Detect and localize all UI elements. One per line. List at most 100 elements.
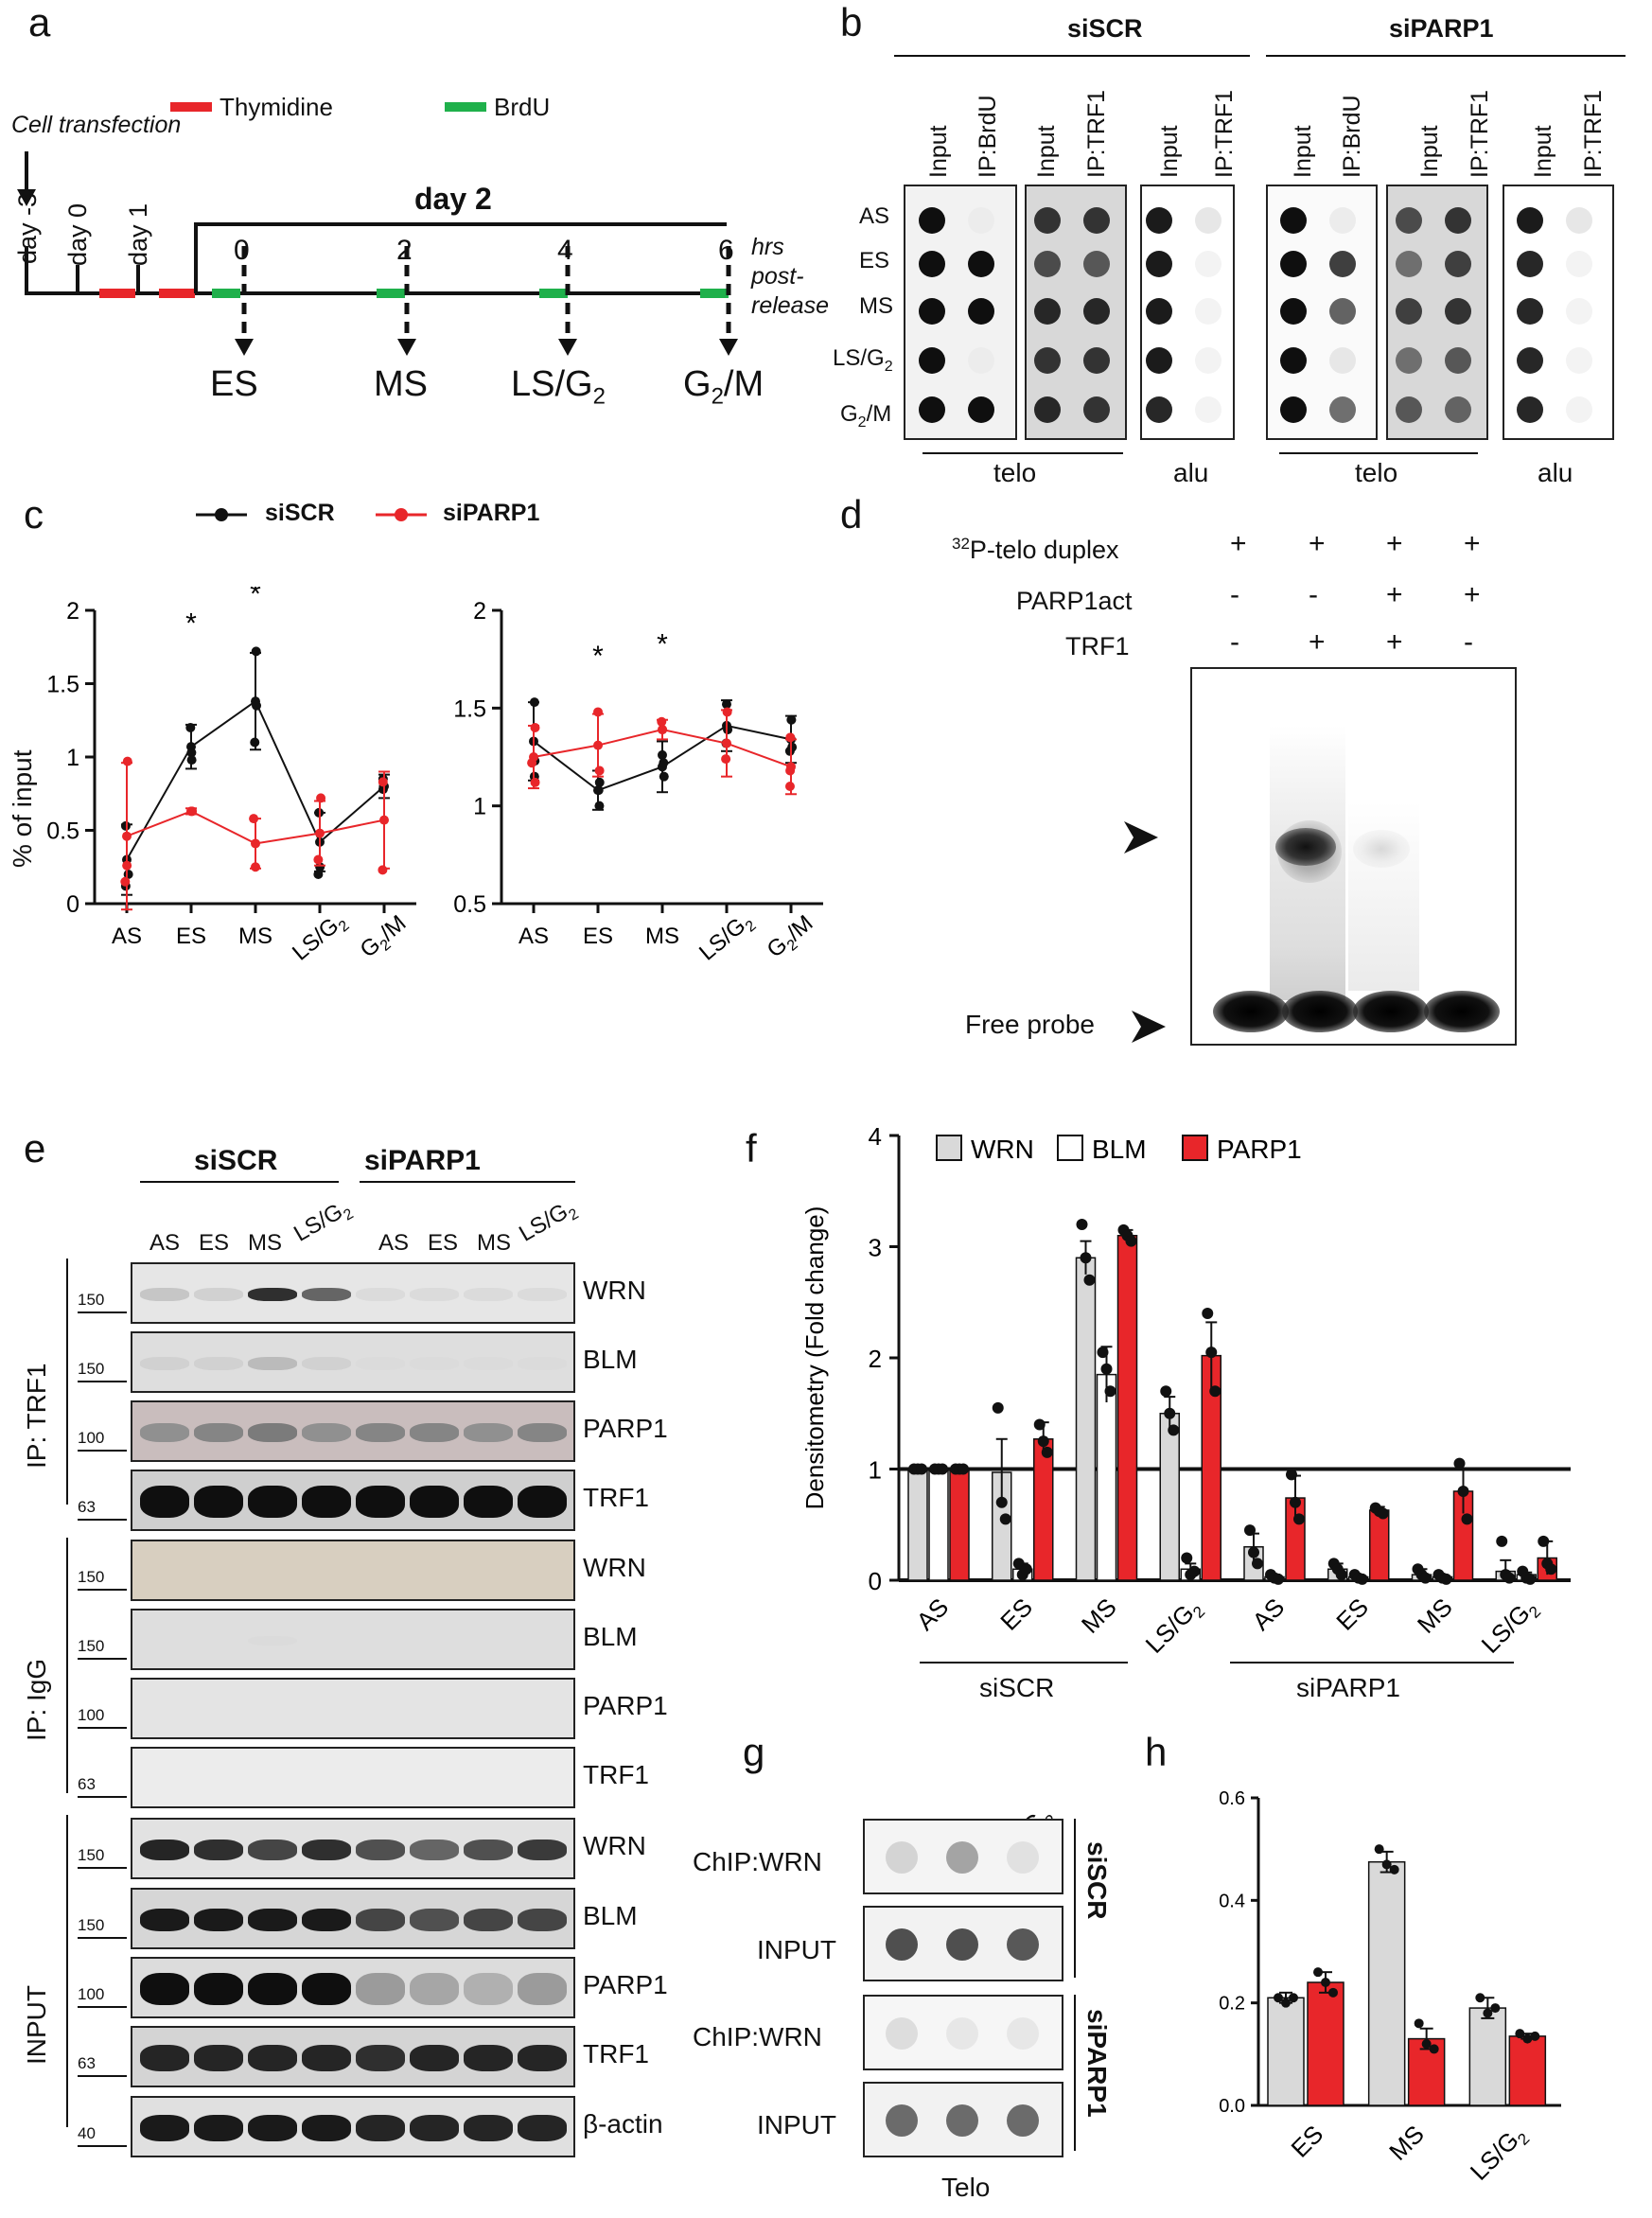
e-protein-label: WRN: [583, 1831, 646, 1861]
e-marker-label: 150: [78, 1637, 104, 1656]
g-dot-blot-box: [863, 1906, 1063, 1981]
b-dot: [1396, 298, 1422, 325]
d-free-probe-2: [1282, 991, 1358, 1032]
replicate-point: [531, 778, 540, 787]
x-tick-label: G2/M: [356, 910, 413, 965]
b-dot: [1566, 396, 1592, 423]
e-group-siscr: siSCR: [194, 1145, 277, 1177]
chart-f: 01234Densitometry (Fold change)AS ES MS LS/…: [795, 1117, 1646, 1722]
b-dot: [968, 347, 994, 374]
c-legend-siscr: siSCR: [265, 500, 335, 527]
replicate-point: [595, 766, 605, 775]
replicate-point: [1181, 1553, 1192, 1564]
e-marker-label: 100: [78, 1706, 104, 1725]
replicate-point: [185, 723, 195, 732]
b-dot: [1195, 298, 1221, 325]
b-telo-label-1: telo: [993, 458, 1036, 488]
replicate-point: [1273, 1574, 1284, 1585]
replicate-point: [1378, 1508, 1389, 1520]
bar-PARP1: [1118, 1236, 1137, 1580]
b-dot: [1329, 251, 1356, 277]
e-marker-label: 63: [78, 2054, 96, 2073]
e-band: [194, 1909, 243, 1931]
replicate-point: [785, 747, 795, 756]
b-dot: [1517, 251, 1543, 277]
e-protein-label: BLM: [583, 1901, 638, 1931]
g-dot: [886, 1928, 918, 1961]
brdu-block-0: [212, 289, 240, 298]
x-tick-label: MS: [1383, 2120, 1430, 2166]
b-col-header: Input: [925, 125, 953, 178]
b-dot: [1034, 207, 1061, 234]
g-dot: [886, 2104, 918, 2137]
e-siscr-line: [140, 1181, 339, 1183]
e-band: [410, 1423, 459, 1442]
data-point-siPARP1: [122, 832, 132, 841]
replicate-point: [1164, 1408, 1175, 1419]
g-dot: [946, 2104, 978, 2137]
significance-star: *: [185, 607, 197, 639]
e-band: [140, 2115, 189, 2141]
b-dot: [1195, 251, 1221, 277]
e-blot-strip: [131, 1747, 575, 1808]
e-band: [302, 1288, 351, 1301]
b-row-g2m: G2/M: [840, 401, 891, 431]
f-siparp1-line: [1230, 1662, 1514, 1664]
y-tick-label: 0.0: [1219, 2096, 1245, 2117]
e-protein-label: BLM: [583, 1622, 638, 1652]
significance-star: *: [592, 641, 604, 672]
replicate-point: [658, 725, 667, 734]
c-legend-siparp1: siPARP1: [443, 500, 539, 527]
y-tick-label: 0: [66, 891, 79, 918]
e-blot-strip: [131, 1678, 575, 1739]
b-dot: [1396, 251, 1422, 277]
x-tick-label: ES: [583, 924, 613, 949]
e-marker-label: 63: [78, 1775, 96, 1794]
b-dot: [919, 396, 945, 423]
e-marker-line: [78, 1796, 127, 1798]
b-dot: [1280, 207, 1307, 234]
x-tick-label: MS: [1076, 1593, 1122, 1639]
y-tick-label: 2: [66, 598, 79, 625]
replicate-point: [1390, 1865, 1399, 1875]
e-band: [464, 1423, 513, 1442]
e-band: [248, 1357, 297, 1370]
replicate-point: [1524, 1574, 1536, 1585]
e-band: [410, 2115, 459, 2141]
e-bracket-iptrf1: [66, 1259, 68, 1505]
d-free-probe-arrowhead: [1132, 1011, 1169, 1043]
replicate-point: [1496, 1536, 1507, 1547]
replicate-point: [1357, 1574, 1368, 1585]
e-band: [194, 2045, 243, 2071]
bar-PARP1: [1370, 1510, 1389, 1580]
e-band: [302, 1357, 351, 1370]
f-siscr-line: [920, 1662, 1128, 1664]
e-blot-strip: [131, 2096, 575, 2157]
x-tick-label: MS: [1412, 1593, 1458, 1639]
y-tick-label: 1.5: [46, 672, 79, 698]
bar-WRN: [1077, 1258, 1096, 1580]
d-free-probe-1: [1213, 991, 1289, 1032]
b-dot: [1083, 251, 1110, 277]
d-free-probe-4: [1424, 991, 1500, 1032]
bar: [1268, 1998, 1304, 2105]
replicate-point: [1205, 1347, 1217, 1358]
b-alu-label-1: alu: [1173, 458, 1208, 488]
e-band: [194, 1973, 243, 2005]
b-dot: [1195, 207, 1221, 234]
replicate-point: [785, 766, 795, 775]
data-point-siPARP1: [593, 741, 603, 750]
b-dot: [1566, 251, 1592, 277]
e-band: [464, 1357, 513, 1370]
y-tick-label: 0.6: [1219, 1788, 1245, 1809]
e-band: [518, 1423, 567, 1442]
b-dot: [1396, 396, 1422, 423]
bar-WRN: [908, 1470, 927, 1581]
replicate-point: [1042, 1447, 1053, 1458]
d-sign: +: [1230, 528, 1247, 560]
replicate-point: [785, 732, 795, 742]
b-row-as: AS: [859, 203, 889, 230]
b-col-header: Input: [1156, 125, 1184, 178]
b-dot: [1445, 251, 1471, 277]
e-band: [464, 1909, 513, 1931]
